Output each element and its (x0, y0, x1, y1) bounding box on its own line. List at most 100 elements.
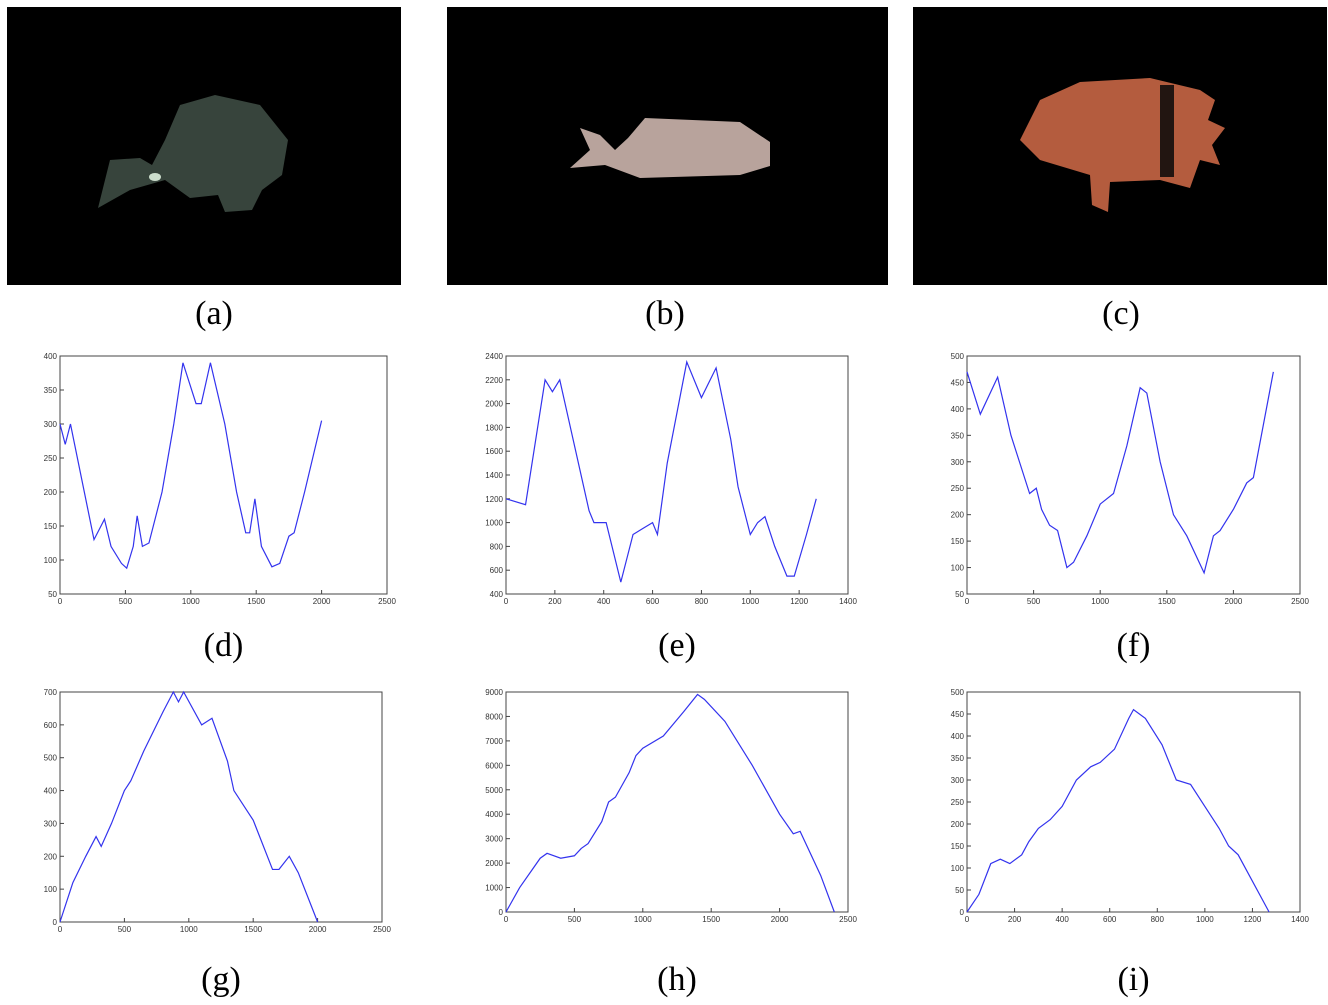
y-tick-label: 300 (44, 420, 58, 429)
y-tick-label: 1600 (485, 447, 503, 456)
y-tick-label: 500 (951, 688, 965, 697)
x-tick-label: 2000 (771, 915, 789, 924)
x-tick-label: 1500 (247, 597, 265, 606)
y-tick-label: 100 (951, 864, 965, 873)
y-tick-label: 400 (44, 352, 58, 361)
plot-frame (967, 692, 1300, 912)
plot-frame (506, 692, 848, 912)
figure: (a) (b) (c) 0500100015002000250050100150… (0, 0, 1328, 1005)
y-tick-label: 1000 (485, 884, 503, 893)
x-tick-label: 800 (1151, 915, 1165, 924)
caption: (d) (204, 627, 244, 664)
y-tick-label: 200 (44, 488, 58, 497)
y-tick-label: 4000 (485, 810, 503, 819)
y-tick-label: 50 (955, 590, 964, 599)
caption: (b) (645, 295, 685, 332)
plot-frame (60, 356, 387, 594)
y-tick-label: 300 (44, 819, 58, 828)
y-tick-label: 2000 (485, 400, 503, 409)
x-tick-label: 200 (1008, 915, 1022, 924)
x-tick-label: 2500 (373, 925, 391, 934)
y-tick-label: 400 (44, 787, 58, 796)
y-tick-label: 0 (960, 908, 965, 917)
y-tick-label: 8000 (485, 712, 503, 721)
y-tick-label: 400 (951, 732, 965, 741)
x-tick-label: 2500 (839, 915, 857, 924)
photo-c (913, 7, 1327, 285)
y-tick-label: 350 (44, 386, 58, 395)
x-tick-label: 1400 (1291, 915, 1309, 924)
x-tick-label: 200 (548, 597, 562, 606)
photo-a (7, 7, 401, 285)
x-tick-label: 0 (58, 925, 63, 934)
y-tick-label: 450 (951, 378, 965, 387)
y-tick-label: 1400 (485, 471, 503, 480)
y-tick-label: 150 (44, 522, 58, 531)
x-tick-label: 1000 (180, 925, 198, 934)
fish-spot (149, 173, 161, 181)
y-tick-label: 150 (951, 842, 965, 851)
x-tick-label: 1000 (634, 915, 652, 924)
x-tick-label: 1000 (1196, 915, 1214, 924)
x-tick-label: 2500 (378, 597, 396, 606)
y-tick-label: 250 (951, 798, 965, 807)
photo-b (447, 7, 888, 285)
x-tick-label: 500 (568, 915, 582, 924)
y-tick-label: 200 (44, 852, 58, 861)
x-tick-label: 0 (965, 597, 970, 606)
y-tick-label: 3000 (485, 835, 503, 844)
x-tick-label: 1200 (1244, 915, 1262, 924)
y-tick-label: 450 (951, 710, 965, 719)
x-tick-label: 0 (58, 597, 63, 606)
caption: (e) (658, 627, 696, 664)
y-tick-label: 600 (490, 566, 504, 575)
x-tick-label: 0 (504, 597, 509, 606)
x-tick-label: 600 (646, 597, 660, 606)
x-tick-label: 1500 (702, 915, 720, 924)
y-tick-label: 350 (951, 754, 965, 763)
y-tick-label: 800 (490, 542, 504, 551)
y-tick-label: 2400 (485, 352, 503, 361)
x-tick-label: 600 (1103, 915, 1117, 924)
y-tick-label: 200 (951, 820, 965, 829)
caption: (c) (1102, 295, 1140, 332)
y-tick-label: 200 (951, 511, 965, 520)
caption: (h) (657, 961, 697, 998)
x-tick-label: 0 (965, 915, 970, 924)
x-tick-label: 1000 (741, 597, 759, 606)
caption: (a) (195, 295, 233, 332)
y-tick-label: 7000 (485, 737, 503, 746)
x-tick-label: 1200 (790, 597, 808, 606)
y-tick-label: 350 (951, 431, 965, 440)
y-tick-label: 500 (44, 754, 58, 763)
y-tick-label: 1000 (485, 519, 503, 528)
x-tick-label: 2000 (1225, 597, 1243, 606)
y-tick-label: 500 (951, 352, 965, 361)
x-tick-label: 1000 (182, 597, 200, 606)
y-tick-label: 9000 (485, 688, 503, 697)
y-tick-label: 0 (53, 918, 58, 927)
y-tick-label: 6000 (485, 761, 503, 770)
x-tick-label: 2000 (313, 597, 331, 606)
x-tick-label: 500 (118, 925, 132, 934)
y-tick-label: 400 (490, 590, 504, 599)
x-tick-label: 2500 (1291, 597, 1309, 606)
x-tick-label: 400 (597, 597, 611, 606)
plot-frame (506, 356, 848, 594)
y-tick-label: 1200 (485, 495, 503, 504)
y-tick-label: 250 (44, 454, 58, 463)
x-tick-label: 400 (1055, 915, 1069, 924)
x-tick-label: 1500 (1158, 597, 1176, 606)
y-tick-label: 0 (499, 908, 504, 917)
y-tick-label: 100 (951, 564, 965, 573)
y-tick-label: 100 (44, 885, 58, 894)
y-tick-label: 600 (44, 721, 58, 730)
x-tick-label: 1400 (839, 597, 857, 606)
y-tick-label: 150 (951, 537, 965, 546)
y-tick-label: 250 (951, 484, 965, 493)
x-tick-label: 500 (1027, 597, 1041, 606)
caption: (f) (1117, 627, 1151, 664)
y-tick-label: 300 (951, 458, 965, 467)
y-tick-label: 5000 (485, 786, 503, 795)
plot-frame (967, 356, 1300, 594)
